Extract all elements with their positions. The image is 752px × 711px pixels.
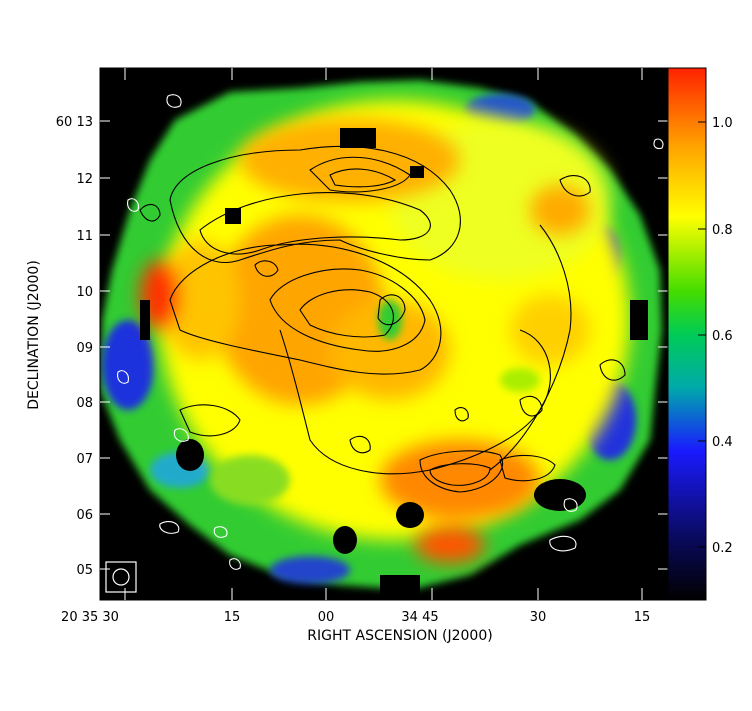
y-tick-label: 05 bbox=[76, 563, 93, 578]
x-axis-title: RIGHT ASCENSION (J2000) bbox=[307, 628, 492, 644]
x-tick-label: 00 bbox=[318, 610, 335, 625]
x-tick-label: 34 45 bbox=[401, 610, 438, 625]
white-contours bbox=[117, 94, 664, 570]
colorbar-ticks bbox=[698, 121, 706, 548]
y-tick-label: 06 bbox=[76, 508, 93, 523]
image-panel bbox=[99, 67, 669, 601]
y-tick-label: 09 bbox=[76, 341, 93, 356]
colorbar-gradient bbox=[668, 68, 706, 600]
y-axis-title: DECLINATION (J2000) bbox=[26, 260, 42, 410]
x-tick-label: 30 bbox=[530, 610, 547, 625]
x-tick-label: 15 bbox=[634, 610, 651, 625]
y-tick-label: 60 13 bbox=[56, 115, 93, 130]
y-tick-label: 12 bbox=[76, 172, 93, 187]
axis-ticks bbox=[100, 68, 668, 600]
y-tick-label: 07 bbox=[76, 452, 93, 467]
colorbar-tick-label: 0.8 bbox=[712, 223, 733, 238]
masked-pixels bbox=[140, 128, 648, 600]
y-tick-label: 08 bbox=[76, 396, 93, 411]
beam-indicator bbox=[105, 561, 137, 593]
colorbar-frame bbox=[667, 67, 707, 601]
contours bbox=[139, 145, 626, 493]
y-tick-label: 11 bbox=[76, 229, 93, 244]
y-tick-labels: 60 13 12 11 10 09 08 07 06 05 bbox=[56, 115, 93, 578]
x-tick-labels: 20 35 30 15 00 34 45 30 15 bbox=[61, 610, 650, 625]
colorbar-tick-label: 0.4 bbox=[712, 435, 733, 450]
x-tick-label: 20 35 30 bbox=[61, 610, 119, 625]
x-tick-label: 15 bbox=[224, 610, 241, 625]
colorbar: 1.0 0.8 0.6 0.4 0.2 bbox=[667, 67, 733, 601]
colorbar-tick-label: 0.2 bbox=[712, 541, 733, 556]
colorbar-tick-label: 0.6 bbox=[712, 329, 733, 344]
map-image bbox=[100, 80, 662, 600]
y-tick-label: 10 bbox=[76, 285, 93, 300]
colorbar-tick-label: 1.0 bbox=[712, 116, 733, 131]
